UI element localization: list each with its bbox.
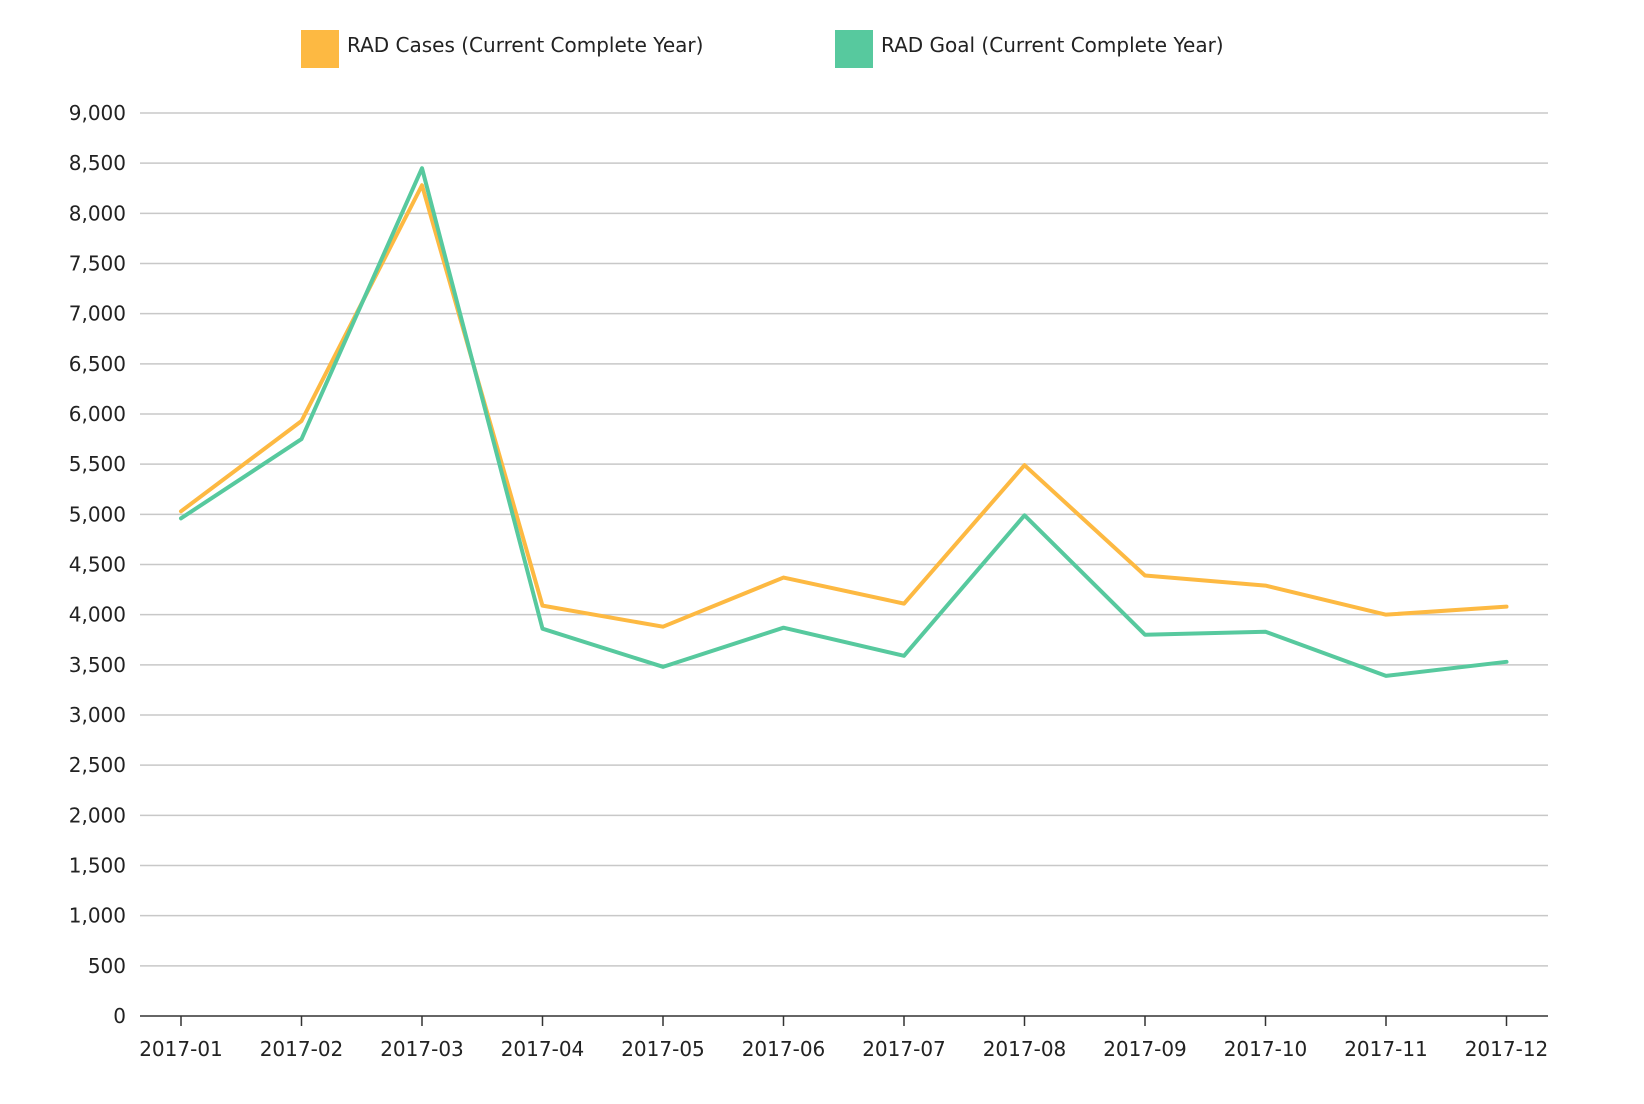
x-tick-label: 2017-01 (139, 1037, 223, 1061)
x-tick-label: 2017-05 (621, 1037, 705, 1061)
x-tick-label: 2017-10 (1224, 1037, 1308, 1061)
legend-swatch (301, 30, 339, 68)
x-tick-label: 2017-07 (862, 1037, 946, 1061)
y-tick-label: 6,500 (69, 352, 126, 376)
y-tick-label: 4,000 (69, 603, 126, 627)
x-tick-label: 2017-06 (742, 1037, 826, 1061)
y-tick-label: 7,000 (69, 302, 126, 326)
x-tick-label: 2017-09 (1103, 1037, 1187, 1061)
x-tick-label: 2017-02 (260, 1037, 344, 1061)
y-tick-label: 8,500 (69, 151, 126, 175)
legend-label: RAD Goal (Current Complete Year) (881, 33, 1224, 57)
x-tick-label: 2017-12 (1465, 1037, 1549, 1061)
y-tick-label: 5,000 (69, 502, 126, 526)
x-tick-label: 2017-08 (983, 1037, 1067, 1061)
legend-swatch (835, 30, 873, 68)
y-tick-label: 0 (113, 1004, 126, 1028)
grid-lines (140, 112, 1548, 967)
y-tick-label: 1,000 (69, 904, 126, 928)
y-tick-label: 1,500 (69, 854, 126, 878)
legend-item[interactable]: RAD Cases (Current Complete Year) (301, 30, 703, 68)
y-tick-label: 7,500 (69, 252, 126, 276)
y-tick-label: 6,000 (69, 402, 126, 426)
y-tick-label: 8,000 (69, 201, 126, 225)
series-lines (179, 166, 1509, 678)
y-tick-label: 5,500 (69, 452, 126, 476)
legend-label: RAD Cases (Current Complete Year) (347, 33, 703, 57)
x-tick-label: 2017-11 (1344, 1037, 1428, 1061)
series-line-rad-goal (179, 166, 1509, 678)
x-tick-label: 2017-03 (380, 1037, 464, 1061)
y-tick-label: 3,000 (69, 703, 126, 727)
legend-item[interactable]: RAD Goal (Current Complete Year) (835, 30, 1224, 68)
y-tick-label: 2,000 (69, 803, 126, 827)
axes: 0 500 1,000 1,500 2,000 2,500 3,000 3,500 4,000 4… (69, 101, 1549, 1061)
series-line-rad-cases (179, 183, 1509, 629)
y-tick-label: 4,500 (69, 553, 126, 577)
y-tick-label: 9,000 (69, 101, 126, 125)
y-tick-label: 3,500 (69, 653, 126, 677)
legend: RAD Cases (Current Complete Year) RAD Goa… (301, 30, 1224, 68)
y-tick-label: 500 (88, 954, 126, 978)
y-tick-label: 2,500 (69, 753, 126, 777)
x-tick-label: 2017-04 (501, 1037, 585, 1061)
